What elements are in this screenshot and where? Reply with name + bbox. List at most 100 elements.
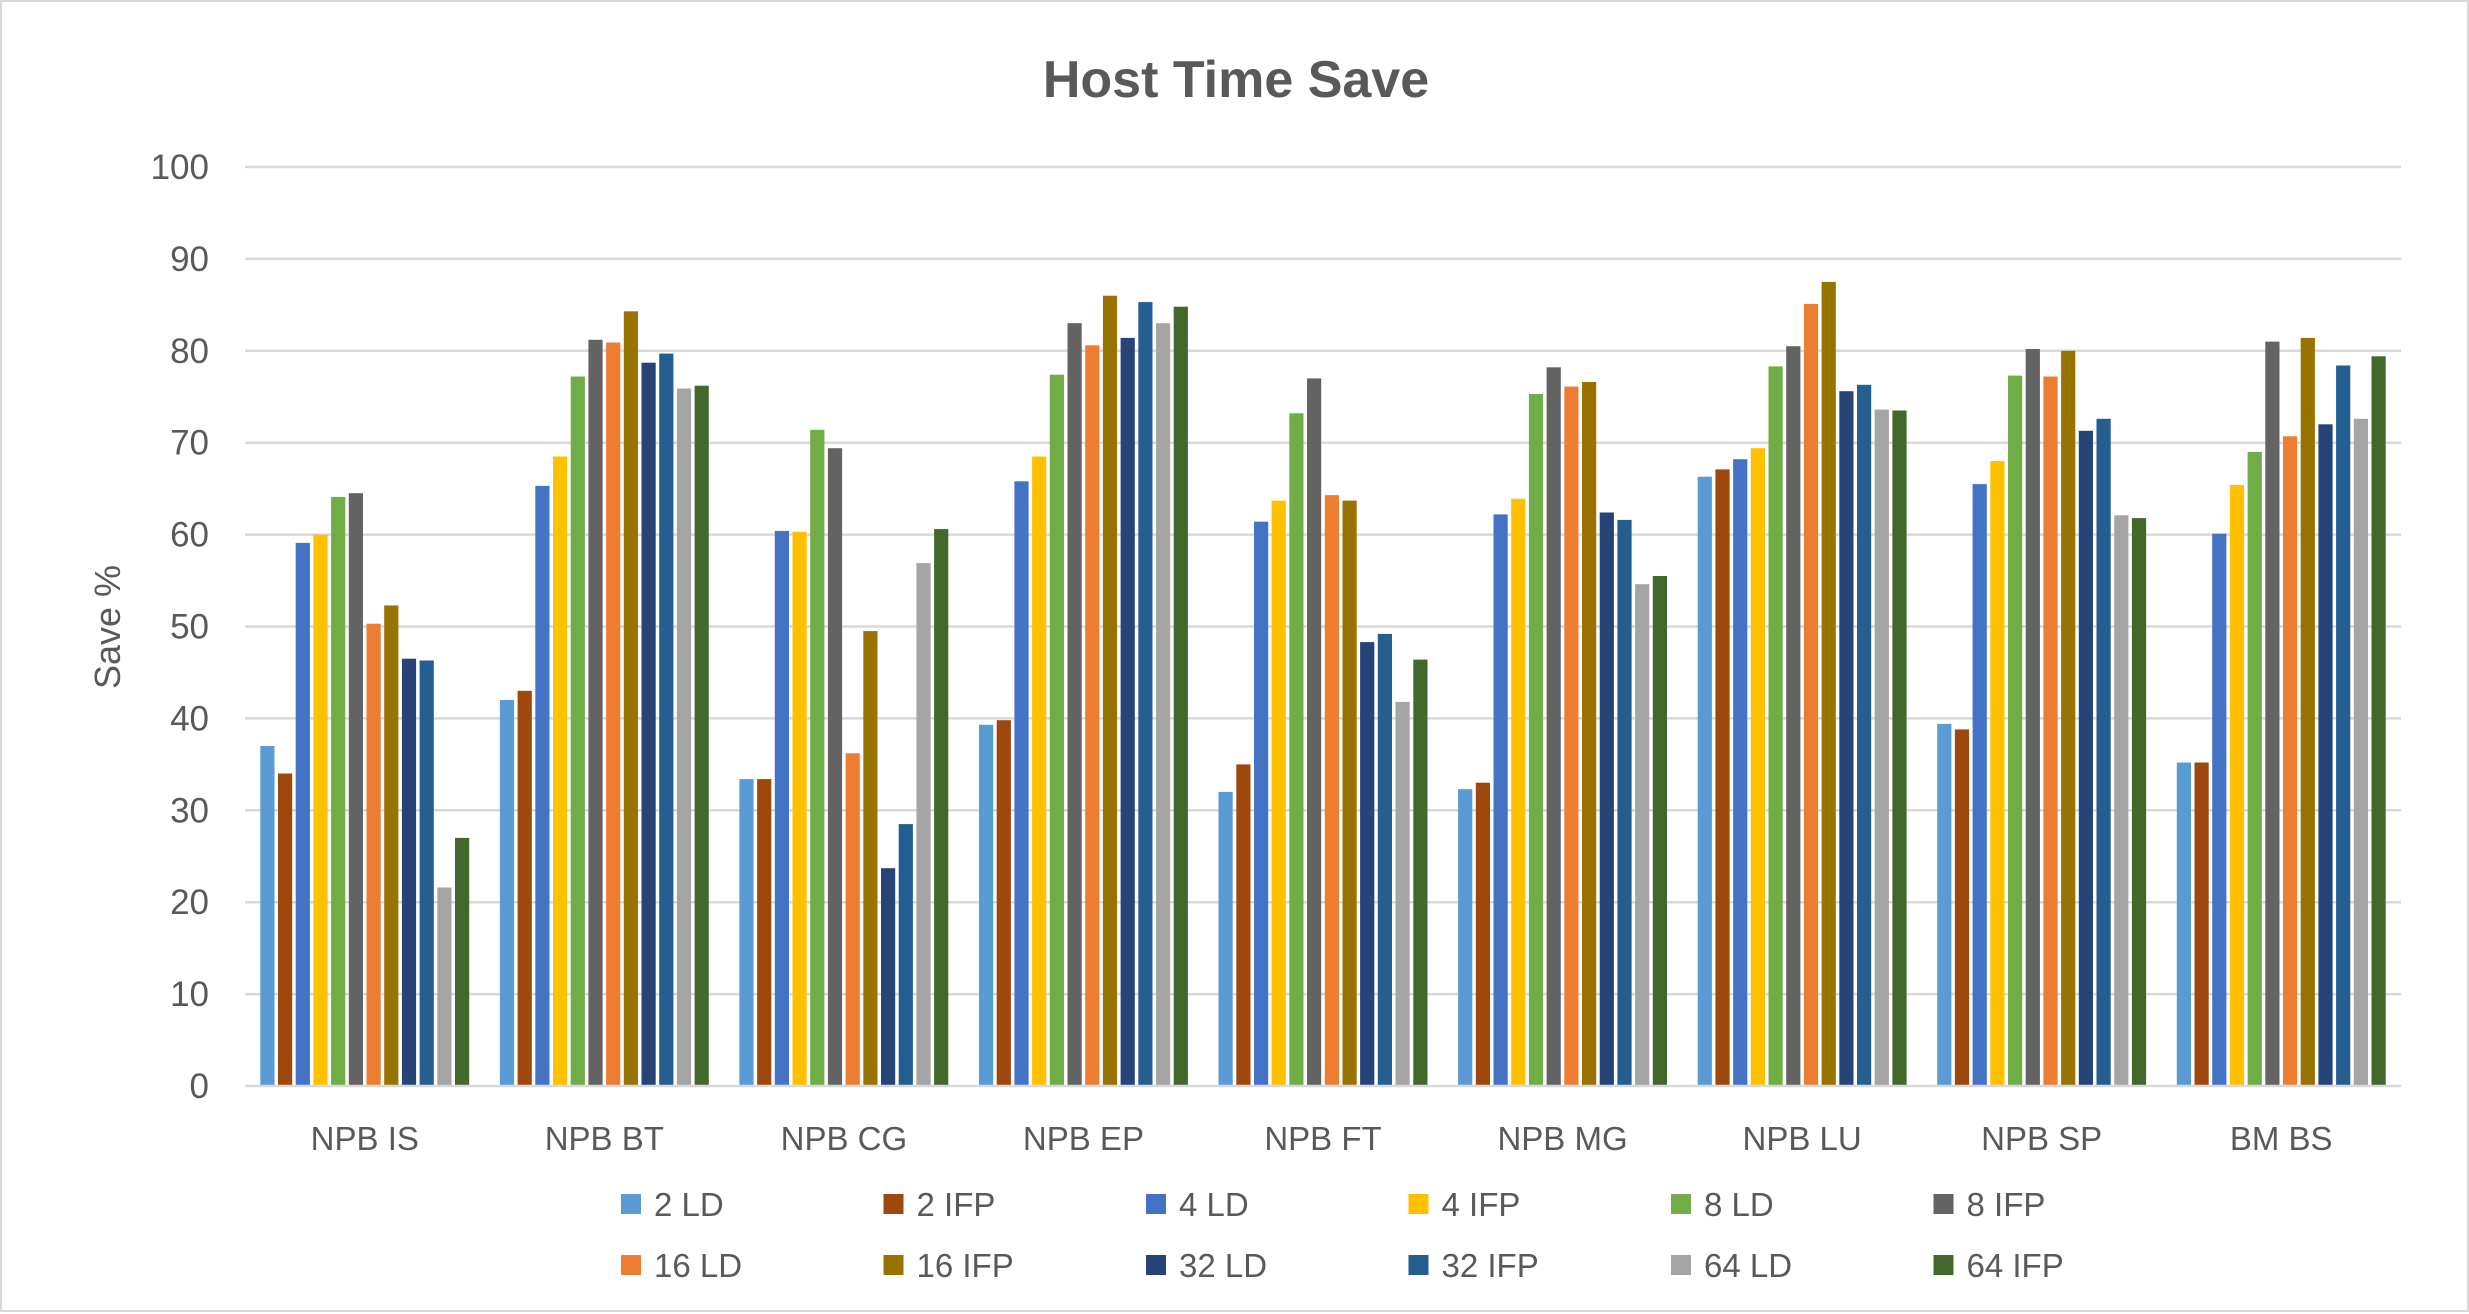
bar (810, 429, 825, 1086)
bar (979, 724, 994, 1086)
bar (1786, 346, 1801, 1086)
bar (1236, 764, 1251, 1086)
bar (331, 496, 346, 1086)
bar (694, 385, 709, 1086)
x-tick-label: NPB SP (1981, 1120, 2102, 1157)
bar (1342, 500, 1357, 1087)
legend-swatch (1146, 1255, 1166, 1275)
bar (1954, 729, 1970, 1086)
y-tick-label: 80 (170, 332, 209, 371)
bar (1475, 782, 1490, 1086)
legend-swatch (1933, 1255, 1954, 1275)
bar (313, 534, 328, 1086)
bar (996, 720, 1011, 1086)
bar (1697, 476, 1712, 1086)
legend-swatch (883, 1194, 904, 1214)
y-tick-label: 70 (170, 424, 209, 463)
legend-swatch (1671, 1194, 1691, 1214)
bar (1803, 303, 1819, 1086)
bar (827, 448, 843, 1086)
bar (1360, 642, 1375, 1086)
bar (278, 773, 293, 1086)
legend-label: 64 IFP (1967, 1247, 2064, 1284)
bar (1173, 306, 1188, 1086)
bar (676, 388, 692, 1086)
bar (535, 485, 550, 1086)
bar (739, 779, 754, 1086)
bar (2114, 515, 2129, 1086)
bar (1635, 584, 1650, 1086)
bar (1156, 323, 1171, 1086)
y-tick-label: 50 (170, 608, 209, 647)
bar (401, 658, 417, 1086)
x-tick-label: NPB BT (545, 1120, 664, 1157)
bar (2194, 762, 2209, 1086)
bar (1874, 409, 1889, 1087)
bar (437, 887, 452, 1086)
bar (1254, 521, 1269, 1086)
x-tick-label: NPB CG (781, 1120, 908, 1157)
bar (1750, 448, 1765, 1086)
bar (1377, 633, 1392, 1086)
bar (757, 779, 772, 1086)
bar (1768, 366, 1783, 1086)
legend-swatch (1146, 1194, 1166, 1214)
legend-label: 32 LD (1179, 1247, 1267, 1284)
bar (2008, 375, 2023, 1087)
bar (517, 690, 532, 1086)
bar (606, 342, 621, 1086)
bar (2300, 337, 2315, 1086)
legend-label: 8 IFP (1967, 1186, 2046, 1223)
gridlines (245, 165, 2401, 996)
bar (2212, 533, 2227, 1086)
bar (1493, 514, 1508, 1086)
legend-swatch (1933, 1194, 1954, 1214)
bar (1120, 337, 1135, 1086)
bar (2371, 356, 2386, 1086)
bar (2283, 436, 2298, 1086)
legend: 2 LD 2 IFP 4 LD 4 IFP 8 LD 8 IFP 16 LD 16 IFP 32… (621, 1186, 2064, 1284)
bar (1990, 461, 2005, 1087)
bar (1937, 723, 1952, 1086)
bar (1138, 302, 1153, 1087)
bar (295, 542, 310, 1086)
bar (1067, 323, 1082, 1086)
legend-label: 2 IFP (917, 1186, 996, 1223)
bars (260, 281, 2386, 1087)
bar (570, 376, 585, 1086)
bar (2318, 424, 2333, 1086)
bar (1102, 295, 1118, 1086)
bar (1014, 481, 1029, 1086)
bar (2247, 451, 2262, 1086)
bar (1892, 410, 1907, 1086)
x-tick-label: NPB MG (1497, 1120, 1627, 1157)
bar (774, 530, 789, 1086)
bar (1289, 413, 1304, 1086)
bar (1307, 378, 1322, 1086)
bar (1652, 576, 1667, 1086)
bar (1413, 659, 1428, 1086)
legend-swatch (621, 1255, 641, 1275)
bar (260, 746, 275, 1086)
bar (1511, 498, 1526, 1086)
bar (1546, 367, 1561, 1086)
legend-label: 16 IFP (917, 1247, 1014, 1284)
bar (2265, 341, 2280, 1087)
bar (659, 353, 674, 1087)
x-tick-label: BM BS (2230, 1120, 2333, 1157)
legend-swatch (1671, 1255, 1691, 1275)
bar (792, 531, 807, 1086)
bar (1085, 345, 1100, 1086)
bar (348, 493, 363, 1086)
bar (1582, 382, 1597, 1086)
bar (623, 311, 638, 1086)
y-tick-label: 90 (170, 240, 209, 279)
bar (916, 563, 931, 1086)
x-tick-label: NPB IS (311, 1120, 419, 1157)
bar (384, 605, 399, 1086)
bar (934, 529, 949, 1086)
axes: 0 10 20 30 40 50 60 70 80 90 100 NPB IS NPB BT NPB CG… (151, 148, 2401, 1157)
bar (641, 362, 656, 1086)
